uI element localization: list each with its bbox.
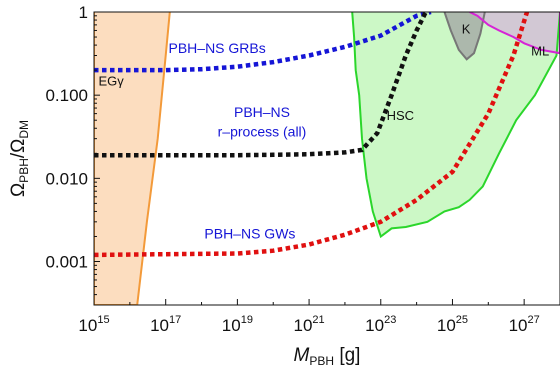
regions-layer xyxy=(94,12,560,305)
y-axis-title: ΩPBH/ΩDM xyxy=(8,120,31,197)
chart-label-2: PBH–NS xyxy=(234,104,290,120)
series-2-line xyxy=(94,12,530,258)
x-tick-label-6: 1027 xyxy=(509,314,540,335)
region-3-fill xyxy=(469,12,560,54)
region-1-edge xyxy=(351,12,560,239)
x-axis-title: MPBH [g] xyxy=(294,345,361,368)
chart-label-3: r–process (all) xyxy=(218,123,307,139)
y-axis: 0.001 0.010 0.100 1 xyxy=(45,3,100,306)
x-axis: 1015 1017 1019 1021 1023 1025 1027 xyxy=(78,299,540,335)
series-0-line xyxy=(94,12,432,73)
region-2-edge xyxy=(443,12,486,61)
series-1-line xyxy=(94,12,428,158)
x-tick-label-3: 1021 xyxy=(293,314,324,335)
plot-frame xyxy=(93,11,560,306)
region-0-edge xyxy=(94,12,171,305)
chart-label-5: K xyxy=(462,22,471,37)
y-tick-label-1: 0.010 xyxy=(45,169,88,188)
x-tick-label-0: 1015 xyxy=(78,314,109,335)
x-tick-label-2: 1019 xyxy=(222,314,253,335)
y-tick-label-0: 0.001 xyxy=(45,253,88,272)
region-3-edge xyxy=(469,12,560,55)
y-tick-label-2: 0.100 xyxy=(45,86,88,105)
region-0-fill xyxy=(94,12,170,305)
labels-layer: EGγ PBH–NS GRBs PBH–NS r–process (all) HSC K M… xyxy=(98,22,549,242)
y-tick-label-3: 1 xyxy=(79,3,88,22)
chart-label-0: EGγ xyxy=(98,74,124,89)
x-tick-label-1: 1017 xyxy=(150,314,181,335)
chart-label-1: PBH–NS GRBs xyxy=(169,40,266,56)
series-layer xyxy=(94,12,530,258)
chart-label-4: HSC xyxy=(387,108,414,123)
x-tick-label-4: 1023 xyxy=(365,314,396,335)
x-tick-label-5: 1025 xyxy=(437,314,468,335)
chart-label-7: PBH–NS GWs xyxy=(204,225,295,241)
region-2-fill xyxy=(444,12,485,60)
chart-label-6: ML xyxy=(531,44,549,59)
